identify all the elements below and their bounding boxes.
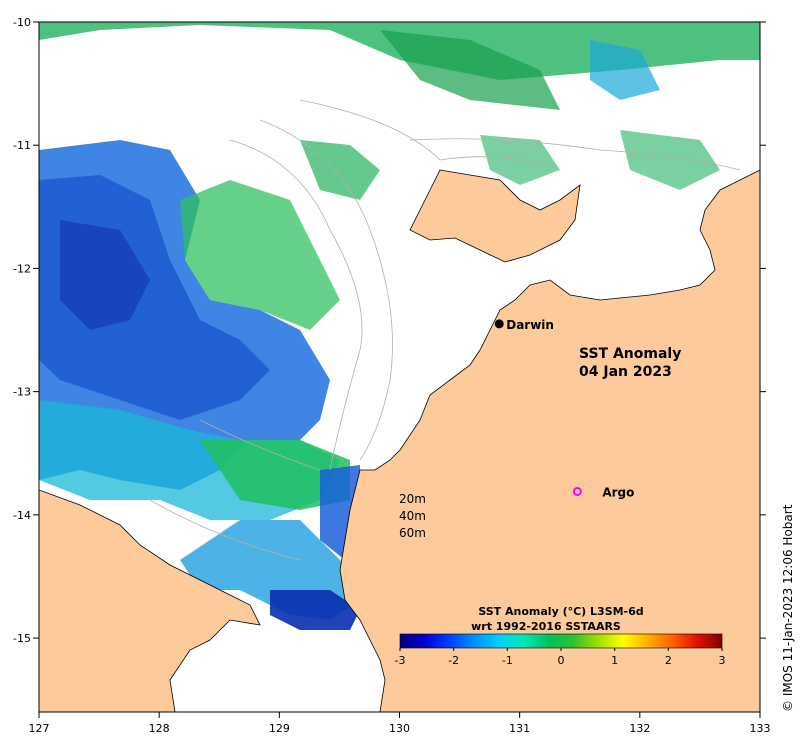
y-tick-label: -12	[13, 262, 31, 275]
x-axis: 127 128 129 130 131 132 133	[29, 712, 771, 735]
x-tick-label: 130	[389, 722, 410, 735]
y-tick-label: -11	[13, 139, 31, 152]
x-tick-label: 129	[269, 722, 290, 735]
depth-label-60m: 60m	[399, 526, 426, 540]
x-tick-label: 127	[29, 722, 50, 735]
x-tick-label: 131	[509, 722, 530, 735]
y-tick-label: -15	[13, 632, 31, 645]
map-title-line2: 04 Jan 2023	[579, 364, 672, 380]
x-tick-label: 128	[149, 722, 170, 735]
darwin-label: Darwin	[506, 318, 554, 332]
colorbar-title-line2: wrt 1992-2016 SSTAARS	[471, 620, 621, 633]
credit-text: © IMOS 11-Jan-2023 12:06 Hobart	[781, 504, 795, 712]
darwin-marker	[494, 319, 504, 329]
colorbar-ticks: -3 -2 -1 0 1 2 3	[395, 648, 726, 667]
colorbar-tick-label: 2	[665, 654, 672, 667]
land	[39, 169, 760, 712]
depth-label-40m: 40m	[399, 509, 426, 523]
y-axis: -10 -11 -12 -13 -14 -15	[13, 16, 766, 645]
colorbar	[399, 633, 723, 649]
colorbar-tick-label: 0	[558, 654, 565, 667]
y-tick-label: -13	[13, 386, 31, 399]
y-tick-label: -14	[13, 509, 31, 522]
sst-anomaly-field	[39, 22, 760, 630]
depth-label-20m: 20m	[399, 492, 426, 506]
map-title-line1: SST Anomaly	[579, 346, 681, 362]
colorbar-title-line1: SST Anomaly (°C) L3SM-6d	[478, 605, 643, 618]
colorbar-tick-label: -1	[502, 654, 513, 667]
y-tick-label: -10	[13, 16, 31, 29]
colorbar-tick-label: 1	[611, 654, 618, 667]
colorbar-tick-label: -3	[395, 654, 406, 667]
places: Darwin Argo	[494, 318, 634, 499]
argo-marker	[572, 486, 582, 496]
colorbar-tick-label: 3	[719, 654, 726, 667]
colorbar-tick-label: -2	[448, 654, 459, 667]
argo-label: Argo	[602, 485, 634, 499]
x-tick-label: 133	[750, 722, 771, 735]
x-tick-label: 132	[629, 722, 650, 735]
depth-contours	[149, 99, 741, 561]
